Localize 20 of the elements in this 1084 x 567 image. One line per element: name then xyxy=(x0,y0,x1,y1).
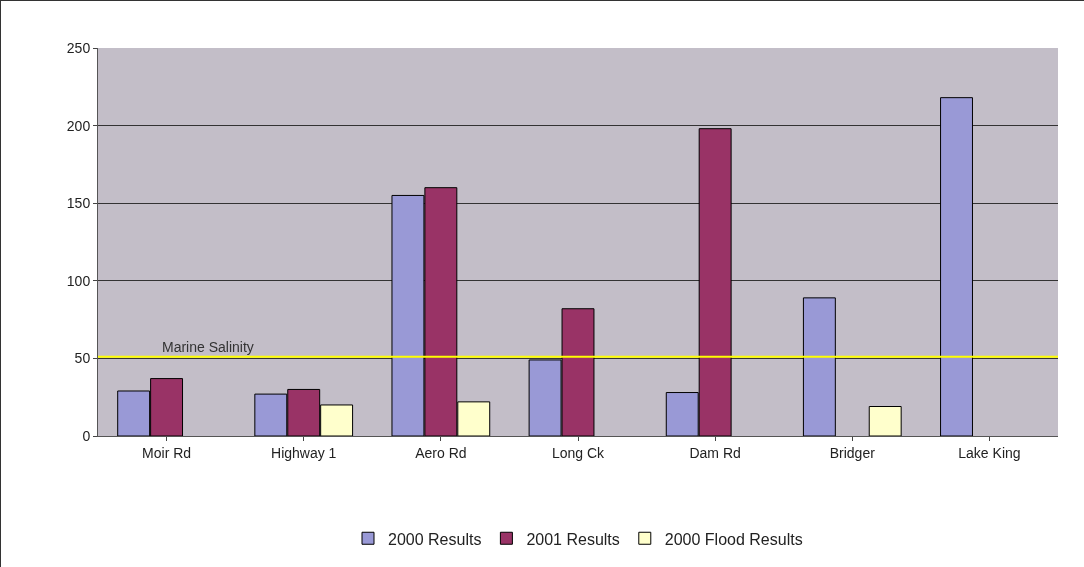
bar xyxy=(940,97,973,436)
x-tick-label: Long Ck xyxy=(551,444,606,461)
y-tick-label: 200 xyxy=(66,117,91,134)
x-tick-label: Bridger xyxy=(829,444,876,461)
bar xyxy=(802,297,836,436)
bar xyxy=(868,406,902,436)
y-tick-label: 100 xyxy=(66,272,91,289)
y-tick-label: 50 xyxy=(74,350,91,367)
x-tick-label: Lake King xyxy=(958,444,1021,461)
legend-label: 2000 Flood Results xyxy=(664,530,803,548)
x-tick-label: Dam Rd xyxy=(689,444,741,461)
legend-label: 2000 Results xyxy=(388,530,482,548)
x-tick-label: Aero Rd xyxy=(415,444,467,461)
y-tick-label: 250 xyxy=(66,39,91,56)
legend-label: 2001 Results xyxy=(526,530,620,548)
x-tick-label: Highway 1 xyxy=(271,444,337,461)
y-tick-label: 150 xyxy=(66,195,91,212)
x-tick-label: Moir Rd xyxy=(142,444,192,461)
y-tick-label: 0 xyxy=(82,427,91,444)
ref-line-label: Marine Salinity xyxy=(162,339,254,355)
